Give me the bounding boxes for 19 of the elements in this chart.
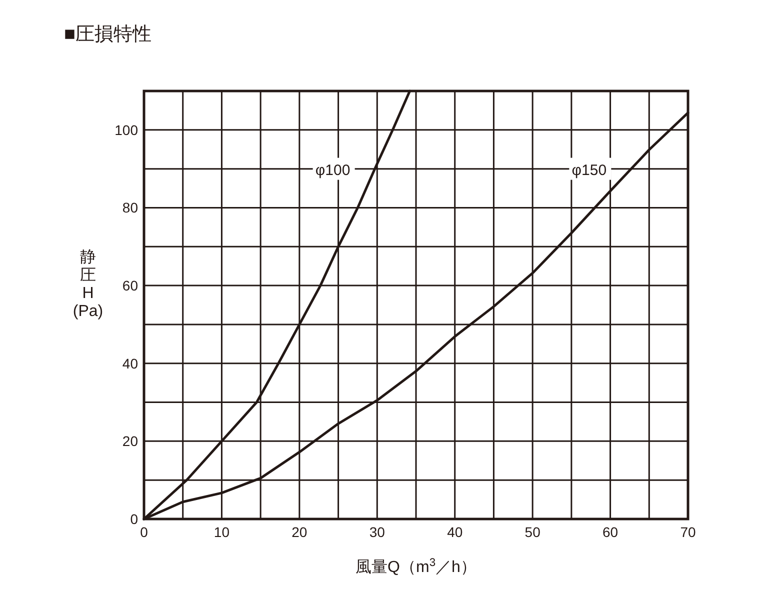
x-axis-title: 風量Q（m$^{3}$／h） — [356, 557, 476, 576]
series-label: φ150 — [572, 162, 607, 179]
y-tick-label: 20 — [122, 433, 138, 450]
y-tick-label: 0 — [130, 511, 138, 527]
x-tick-label: 30 — [369, 524, 386, 540]
x-tick-label: 10 — [214, 524, 230, 540]
y-tick-label: 40 — [122, 355, 138, 372]
x-tick-label: 20 — [292, 524, 308, 540]
x-tick-label: 70 — [680, 524, 696, 540]
x-tick-label: 0 — [140, 524, 148, 540]
y-tick-label: 100 — [114, 122, 138, 138]
series-label: φ100 — [315, 162, 350, 179]
chart-title: ■圧損特性 — [64, 24, 152, 45]
y-axis-title: 静圧 H (Pa) — [72, 249, 104, 320]
x-tick-label: 50 — [524, 524, 541, 540]
x-tick-label: 40 — [447, 524, 463, 540]
x-tick-label: 60 — [602, 524, 618, 540]
y-tick-label: 60 — [122, 278, 138, 294]
y-tick-label: 80 — [122, 200, 138, 216]
